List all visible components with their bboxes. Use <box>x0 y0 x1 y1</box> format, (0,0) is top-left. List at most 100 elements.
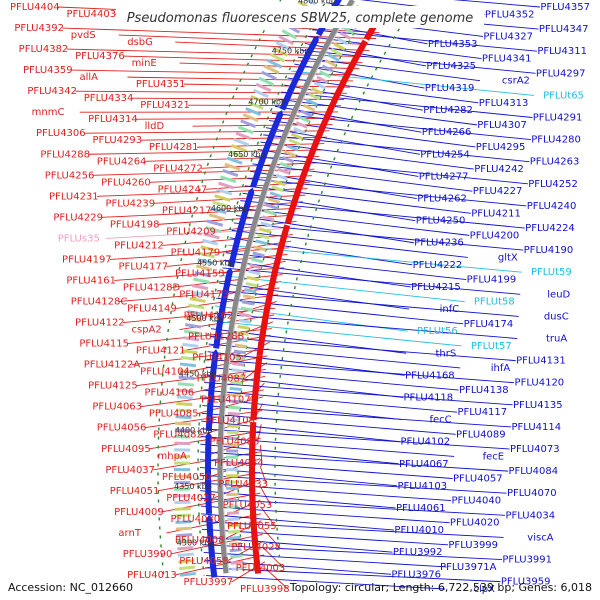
gene-label: mnmC <box>32 107 65 118</box>
leader-line <box>136 369 266 387</box>
gene-label: PFLUt65 <box>543 90 584 101</box>
cog-category-tick <box>218 181 235 190</box>
gene-label: PFLU4262 <box>417 194 467 205</box>
gene-label: PFLU4404 <box>10 2 60 13</box>
cog-category-tick <box>226 511 240 515</box>
cog-category-tick <box>324 58 337 68</box>
gene-label: arnT <box>118 528 141 539</box>
cog-category-tick <box>255 82 272 93</box>
cog-category-tick <box>176 533 193 538</box>
cog-category-tick <box>261 70 277 81</box>
cog-category-tick <box>230 554 243 559</box>
gene-label: mhpA <box>158 451 187 462</box>
gene-label: PFLU3991 <box>502 555 552 566</box>
leader-line <box>265 568 289 590</box>
cog-category-tick <box>272 46 289 57</box>
gene-label: PFLU4073 <box>510 444 560 455</box>
cog-category-tick <box>177 382 195 387</box>
cog-category-tick <box>174 481 191 485</box>
cog-category-tick <box>226 449 239 453</box>
gene-label: PFLU4236 <box>414 238 464 249</box>
cog-category-tick <box>228 529 241 534</box>
cog-category-tick <box>273 179 286 187</box>
reverse-gene-arrow <box>252 543 260 556</box>
gene-label: PFLU4138 <box>459 385 509 396</box>
backbone-highlight <box>222 1 356 573</box>
gene-label: PFLUt59 <box>531 267 572 278</box>
cog-category-tick <box>227 411 240 416</box>
cog-category-tick <box>208 213 225 221</box>
cog-category-tick <box>174 474 191 478</box>
leader-line <box>127 328 272 345</box>
gene-label: PFLU4034 <box>505 510 555 521</box>
reverse-gene-arrow <box>253 561 262 574</box>
cog-category-tick <box>300 0 316 6</box>
cog-category-tick <box>174 494 191 498</box>
gene-label: PFLU4106 <box>145 388 195 399</box>
cog-category-tick <box>269 191 282 199</box>
cog-category-tick <box>248 269 261 276</box>
leader-line <box>271 112 531 141</box>
cog-category-tick <box>226 498 239 503</box>
cog-category-tick <box>226 486 239 490</box>
gene-label: lldD <box>145 121 165 132</box>
gene-label: PFLU4063 <box>92 402 142 413</box>
cog-category-tick <box>178 559 195 564</box>
leader-line <box>62 27 377 40</box>
cog-category-tick <box>245 281 258 288</box>
cog-category-tick <box>298 115 311 123</box>
accession-text: Accession: NC_012660 <box>8 581 134 594</box>
cog-category-tick <box>237 125 254 135</box>
gene-label: csrA2 <box>502 76 530 87</box>
gene-label: PFLU4319 <box>425 83 475 94</box>
gene-label: fecC <box>429 415 451 426</box>
cog-category-tick <box>233 349 247 355</box>
cog-category-tick <box>240 119 257 129</box>
gene-label: PFLU4295 <box>476 142 526 153</box>
gene-label: viscA <box>527 532 553 543</box>
gene-label: PFLU4288 <box>40 149 90 160</box>
map-title: Pseudomonas fluorescens SBW25, complete … <box>127 11 474 26</box>
forward-gene-arrow <box>227 255 236 268</box>
cog-category-tick <box>176 539 193 544</box>
leader-line <box>216 297 464 325</box>
leader-line <box>192 124 333 127</box>
gene-label: PFLU4342 <box>27 86 77 97</box>
cog-category-tick <box>175 408 192 413</box>
gene-label: PFLU4118 <box>404 392 454 403</box>
gene-label: allA <box>79 72 98 83</box>
gene-label: PFLU4197 <box>62 254 112 265</box>
gene-label: PFLU4352 <box>485 9 535 20</box>
gene-label: PFLU4277 <box>419 171 469 182</box>
gene-label: PFLU4149 <box>127 304 177 315</box>
gene-label: PFLU4086 <box>210 437 260 448</box>
gene-label: PFLU4107 <box>201 395 251 406</box>
cog-category-tick <box>184 329 201 335</box>
gene-label: PFLU3976 <box>391 569 441 580</box>
cog-category-tick <box>179 571 196 577</box>
leader-line <box>260 141 474 170</box>
gene-label: PFLU4239 <box>105 198 155 209</box>
cog-category-tick <box>198 251 216 259</box>
leader-line <box>123 55 363 64</box>
gene-label: PFLU4260 <box>101 177 151 188</box>
leader-line <box>281 91 533 118</box>
cog-category-tick <box>175 513 192 518</box>
cog-category-tick <box>275 173 288 181</box>
cog-category-tick <box>224 162 241 171</box>
leader-line <box>201 528 449 546</box>
cog-category-tick <box>174 454 191 459</box>
gene-label: PFLU4174 <box>464 319 514 330</box>
gene-label: PFLU4307 <box>477 120 527 131</box>
forward-gene-arrow <box>250 175 259 188</box>
gene-label: PFLU4250 <box>416 216 466 227</box>
leader-line <box>140 389 264 408</box>
cog-category-tick <box>228 405 241 410</box>
cog-category-tick <box>226 156 243 165</box>
gene-label: PFLUs35 <box>58 233 100 244</box>
cog-category-tick <box>226 443 239 447</box>
cog-category-tick <box>212 200 229 209</box>
leader-line <box>240 200 525 229</box>
cog-category-tick <box>336 36 349 46</box>
cog-category-tick <box>174 448 191 452</box>
